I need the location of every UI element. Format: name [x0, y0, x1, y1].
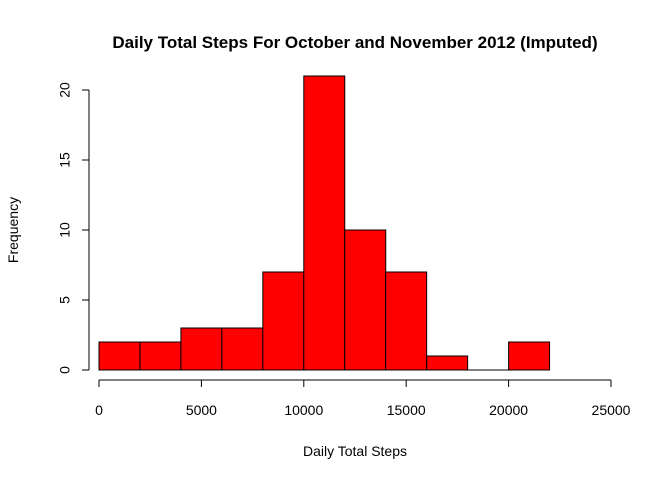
x-axis-label: Daily Total Steps	[303, 443, 407, 459]
x-tick-label-4: 20000	[489, 402, 528, 418]
histogram-bar-6	[344, 229, 387, 371]
histogram-bar-0	[98, 341, 141, 371]
histogram-bar-1	[139, 341, 182, 371]
bars-layer	[98, 75, 551, 371]
histogram-bar-3	[221, 327, 264, 371]
x-tick-label-3: 15000	[387, 402, 426, 418]
y-tick-label-2: 10	[57, 222, 73, 238]
x-axis: 0 5000 10000 15000 20000 25000	[95, 379, 631, 418]
x-tick-label-0: 0	[95, 402, 103, 418]
histogram-bar-4	[262, 271, 305, 371]
y-tick-label-3: 15	[57, 152, 73, 168]
histogram-bar-7	[385, 271, 428, 371]
x-tick-label-1: 5000	[186, 402, 217, 418]
x-tick-label-5: 25000	[592, 402, 631, 418]
y-axis-label: Frequency	[5, 197, 21, 263]
histogram-bar-5	[303, 75, 346, 371]
x-tick-label-2: 10000	[284, 402, 323, 418]
y-tick-label-1: 5	[57, 296, 73, 304]
histogram-bar-10	[508, 341, 551, 371]
histogram-bar-2	[180, 327, 223, 371]
chart-title: Daily Total Steps For October and Novemb…	[112, 33, 597, 52]
y-tick-label-0: 0	[57, 366, 73, 374]
y-tick-label-4: 20	[57, 82, 73, 98]
y-axis: 0 5 10 15 20	[57, 82, 90, 374]
histogram-bar-8	[426, 355, 469, 371]
